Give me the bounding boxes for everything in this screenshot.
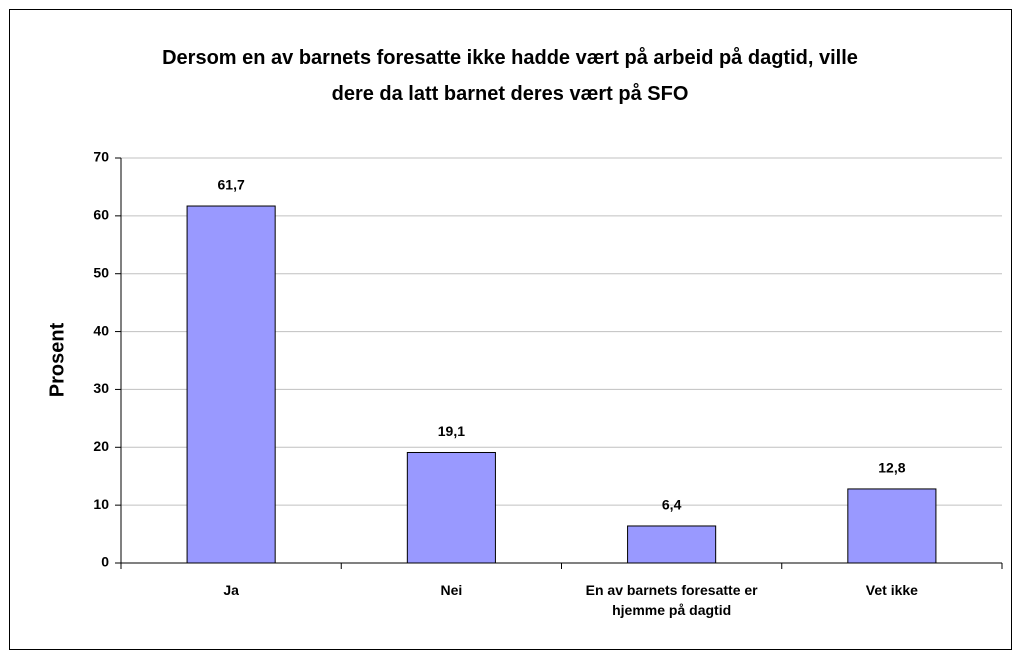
chart-title: Dersom en av barnets foresatte ikke hadd… — [162, 47, 858, 105]
y-tick-label: 30 — [93, 380, 109, 396]
bar — [627, 525, 717, 564]
bar — [847, 488, 937, 564]
data-label: 61,7 — [218, 177, 245, 193]
y-tick-label: 60 — [93, 207, 109, 223]
y-tick-label: 20 — [93, 438, 109, 454]
y-tick-label: 40 — [93, 322, 109, 338]
bar — [186, 205, 276, 564]
x-tick-label: Nei — [440, 582, 463, 598]
y-axis-title: Prosent — [46, 322, 68, 397]
y-tick-label: 70 — [93, 149, 109, 165]
data-label: 19,1 — [438, 423, 465, 439]
y-tick-label: 10 — [93, 496, 109, 512]
data-label: 12,8 — [878, 460, 905, 476]
x-tick-label: En av barnets foresatte er hjemme på dag… — [585, 582, 758, 618]
x-tick-label: Vet ikke — [865, 582, 918, 598]
data-label: 6,4 — [662, 497, 682, 513]
y-tick-label: 0 — [101, 554, 109, 570]
x-tick-label: Ja — [223, 582, 239, 598]
chart-border — [9, 9, 1012, 650]
bar — [406, 451, 496, 564]
y-tick-label: 50 — [93, 264, 109, 280]
